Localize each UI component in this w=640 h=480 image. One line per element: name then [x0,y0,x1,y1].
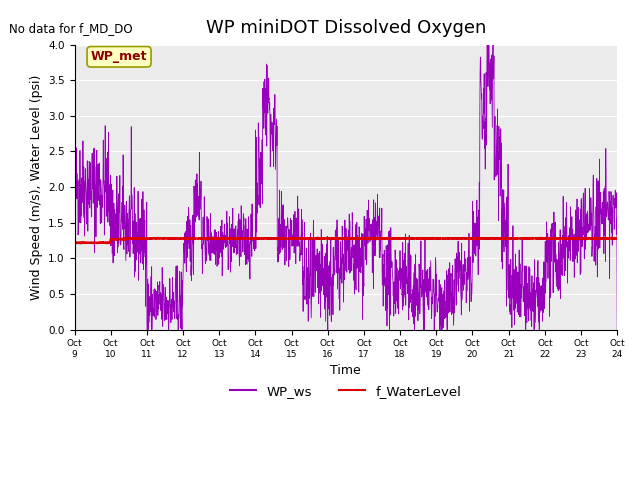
Y-axis label: Wind Speed (m/s), Water Level (psi): Wind Speed (m/s), Water Level (psi) [29,74,43,300]
Text: No data for f_MD_DO: No data for f_MD_DO [10,22,133,35]
Text: WP_met: WP_met [91,50,147,63]
Title: WP miniDOT Dissolved Oxygen: WP miniDOT Dissolved Oxygen [205,20,486,37]
Legend: WP_ws, f_WaterLevel: WP_ws, f_WaterLevel [225,379,467,403]
X-axis label: Time: Time [330,364,361,377]
